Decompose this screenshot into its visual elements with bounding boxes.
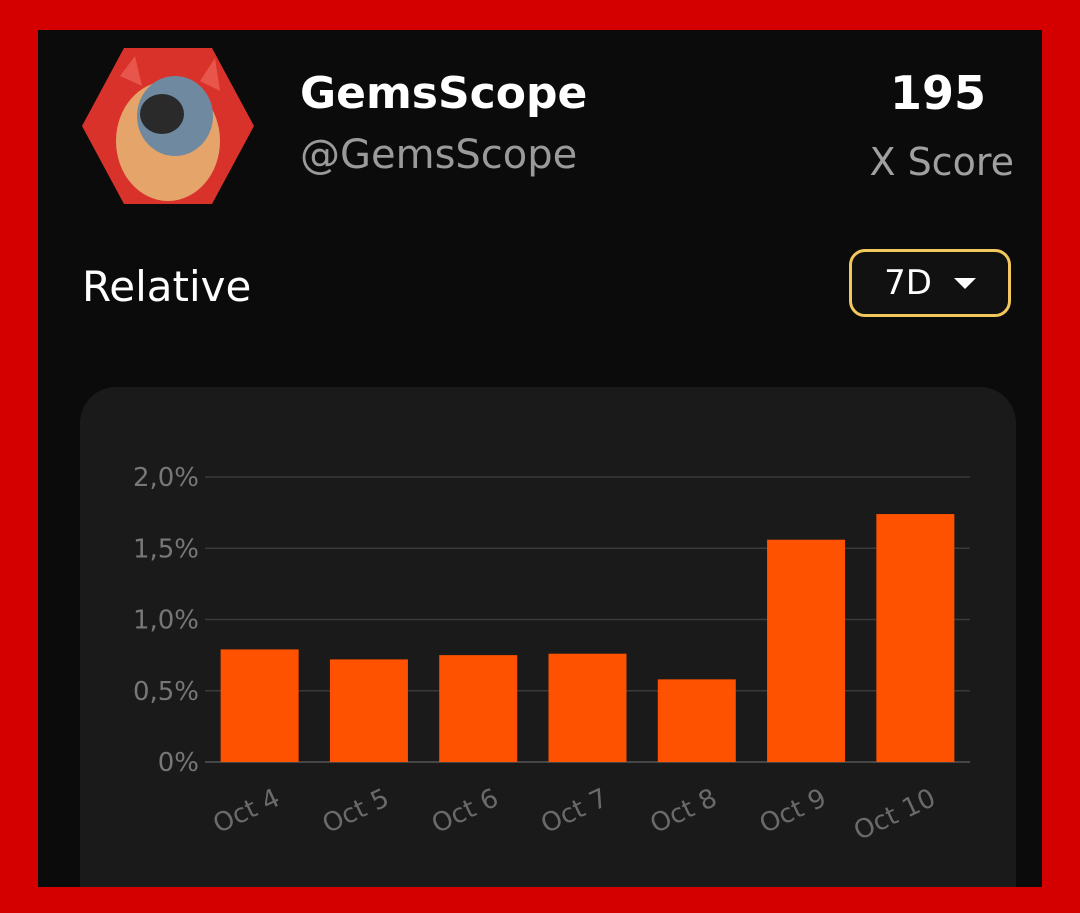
chart-card: 0% 0,5% 1,0% 1,5% 2,0% Oct 4 Oct 5 Oct 6 Oct 7 Oc…: [80, 387, 1016, 887]
bar: [329, 659, 408, 762]
period-selected: 7D: [884, 263, 932, 303]
x-tick-label: Oct 4: [209, 783, 285, 840]
bar: [767, 539, 846, 762]
x-tick-label: Oct 7: [537, 783, 613, 840]
bar: [548, 653, 627, 762]
x-tick-label: Oct 5: [318, 783, 394, 840]
y-tick-label: 0,5%: [133, 677, 199, 707]
bar: [657, 679, 736, 762]
x-tick-label: Oct 10: [849, 783, 940, 847]
x-tick-label: Oct 8: [646, 783, 722, 840]
y-tick-label: 0%: [158, 748, 199, 778]
profile-card: GemsScope @GemsScope 195 X Score Relativ…: [38, 30, 1042, 887]
bar: [220, 649, 299, 762]
x-tick-label: Oct 6: [427, 783, 503, 840]
bar: [876, 514, 955, 762]
y-tick-label: 1,5%: [133, 534, 199, 564]
x-score-value: 195: [889, 66, 986, 120]
period-dropdown[interactable]: 7D: [849, 249, 1011, 317]
bar: [439, 655, 518, 762]
profile-handle: @GemsScope: [300, 132, 578, 178]
x-score-label: X Score: [869, 140, 1014, 184]
x-tick-label: Oct 9: [755, 783, 831, 840]
section-title: Relative: [82, 262, 252, 311]
profile-name: GemsScope: [300, 68, 588, 119]
caret-down-icon: [953, 277, 976, 289]
bar-chart: 0% 0,5% 1,0% 1,5% 2,0% Oct 4 Oct 5 Oct 6 Oct 7 Oc…: [133, 463, 970, 847]
y-tick-label: 2,0%: [133, 463, 199, 493]
y-tick-label: 1,0%: [133, 606, 199, 636]
avatar: [82, 48, 254, 204]
